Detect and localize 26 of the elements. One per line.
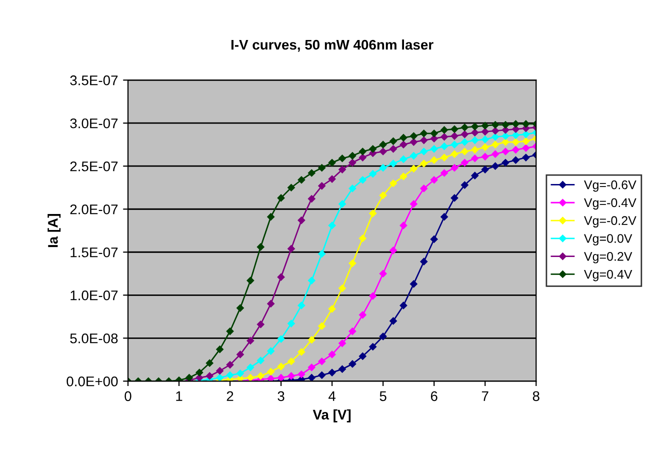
y-tick-label: 3.0E-07 [70, 118, 118, 128]
y-tick-label: 2.0E-07 [70, 204, 118, 214]
y-tick-label: 5.0E-08 [70, 333, 118, 344]
y-axis-title: Ia [A] [48, 214, 61, 248]
x-tick-label: 2 [226, 391, 234, 401]
y-tick-label: 2.5E-07 [70, 161, 118, 172]
legend-label: Vg=-0.4V [584, 198, 636, 210]
x-tick-label: 3 [278, 391, 284, 402]
y-tick-label: 1.5E-07 [70, 247, 118, 258]
chart-title: I-V curves, 50 mW 406nm laser [231, 39, 434, 52]
x-axis-title: Va [V] [312, 409, 351, 422]
legend-label: Vg=0.2V [584, 252, 632, 264]
legend-label: Vg=0.4V [584, 270, 632, 282]
legend-label: Vg=-0.6V [584, 180, 636, 192]
x-tick-label: 1 [176, 391, 182, 401]
y-tick-label: 1.0E-07 [70, 290, 118, 300]
x-tick-label: 0 [124, 391, 132, 402]
y-tick-label: 0.0E+00 [66, 376, 118, 386]
x-tick-label: 6 [430, 391, 438, 402]
x-tick-label: 8 [532, 391, 540, 402]
x-tick-label: 5 [380, 391, 386, 402]
x-tick-label: 4 [328, 391, 336, 401]
legend-label: Vg=0.0V [584, 234, 632, 246]
legend-label: Vg=-0.2V [584, 216, 636, 228]
y-tick-label: 3.5E-07 [70, 75, 118, 86]
x-tick-label: 7 [482, 391, 488, 401]
